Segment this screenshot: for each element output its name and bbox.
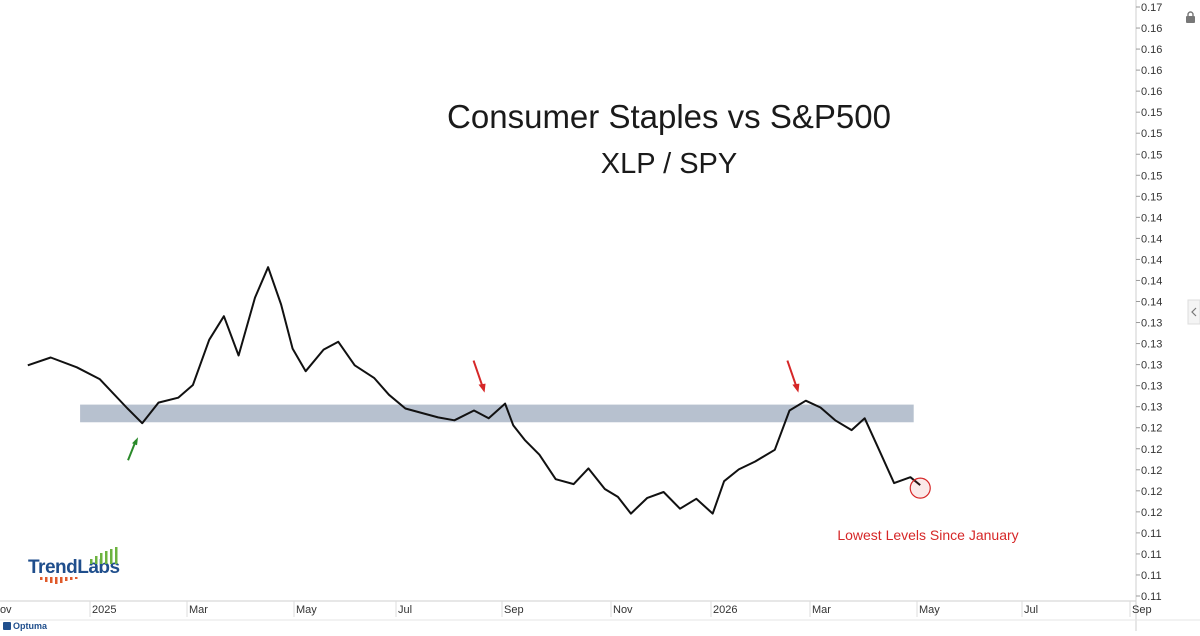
y-tick-label: 0.15 [1141,170,1162,182]
y-tick-label: 0.13 [1141,339,1162,351]
y-tick-label: 0.12 [1141,486,1162,498]
y-tick-label: 0.14 [1141,233,1162,245]
arrow-down-icon [472,360,486,393]
x-tick-label: Mar [812,604,831,616]
y-tick-label: 0.15 [1141,149,1162,161]
y-tick-label: 0.16 [1141,65,1162,77]
x-tick-label: 2026 [713,604,737,616]
chart-subtitle: XLP / SPY [601,148,738,180]
y-tick-label: 0.15 [1141,191,1162,203]
support-resistance-band [80,404,914,423]
y-tick-label: 0.16 [1141,44,1162,56]
y-tick-label: 0.15 [1141,107,1162,119]
y-tick-label: 0.15 [1141,128,1162,140]
lock-icon[interactable] [1186,11,1195,23]
optuma-logo-icon [3,622,11,630]
x-tick-label: May [919,604,940,616]
logo-bars [40,547,118,584]
x-tick-label: 2025 [92,604,116,616]
y-tick-label: 0.14 [1141,254,1162,266]
chart-title: Consumer Staples vs S&P500 [447,98,891,135]
x-tick-label: Jul [398,604,412,616]
y-tick-label: 0.12 [1141,444,1162,456]
series-line-xlp-spy [27,266,921,515]
credit-text: Optuma [13,621,48,631]
y-tick-label: 0.14 [1141,212,1162,224]
trendlabs-logo: TrendLabs [28,547,120,584]
y-tick-label: 0.16 [1141,23,1162,35]
x-tick-label: Sep [504,604,524,616]
arrow-down-icon [786,360,800,393]
low-point-circle [909,477,931,499]
x-tick-label: Mar [189,604,208,616]
y-tick-label: 0.11 [1141,549,1162,561]
chevron-left-icon[interactable] [1187,299,1200,325]
y-tick-label: 0.12 [1141,423,1162,435]
optuma-credit: Optuma [3,621,48,631]
y-tick-label: 0.11 [1141,591,1162,603]
x-tick-label: May [296,604,317,616]
y-tick-label: 0.11 [1141,570,1162,582]
x-tick-label: Jul [1024,604,1038,616]
y-tick-label: 0.12 [1141,507,1162,519]
y-tick-label: 0.16 [1141,86,1162,98]
arrow-up-icon [127,437,139,461]
annotation-lowest-levels: Lowest Levels Since January [837,527,1018,543]
y-tick-label: 0.12 [1141,465,1162,477]
y-tick-label: 0.14 [1141,297,1162,309]
y-tick-label: 0.13 [1141,381,1162,393]
x-tick-label: Nov [0,604,12,616]
x-tick-label: Sep [1132,604,1152,616]
y-tick-label: 0.11 [1141,528,1162,540]
y-tick-label: 0.17 [1141,2,1162,14]
y-tick-label: 0.13 [1141,402,1162,414]
y-tick-label: 0.13 [1141,318,1162,330]
y-tick-label: 0.13 [1141,360,1162,372]
x-tick-label: Nov [613,604,633,616]
y-tick-label: 0.14 [1141,275,1162,287]
